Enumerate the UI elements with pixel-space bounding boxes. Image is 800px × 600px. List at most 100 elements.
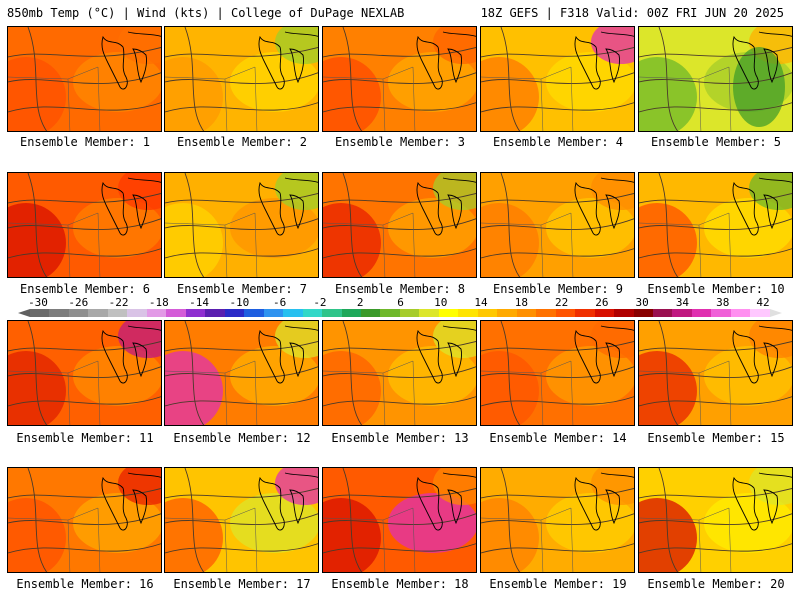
- ensemble-member-label: Ensemble Member: 8: [334, 282, 466, 296]
- temperature-region: [591, 173, 634, 210]
- height-contour: [481, 543, 634, 554]
- colorbar-swatch: [49, 309, 69, 317]
- height-contour: [165, 488, 318, 499]
- height-contour: [8, 102, 161, 113]
- ensemble-map-panel: [638, 26, 793, 132]
- height-contour: [658, 321, 679, 425]
- height-contour: [658, 27, 679, 131]
- colorbar-swatch: [497, 309, 517, 317]
- colorbar-swatch: [594, 309, 615, 317]
- colorbar-swatch: [711, 309, 731, 317]
- height-contour: [481, 366, 634, 378]
- height-contour: [323, 396, 476, 407]
- state-borders: [8, 66, 101, 131]
- great-lakes-outline: [574, 31, 634, 90]
- ensemble-map-panel: [7, 26, 162, 132]
- ensemble-member-label: Ensemble Member: 17: [173, 577, 311, 591]
- ensemble-member-label: Ensemble Member: 14: [489, 431, 627, 445]
- height-contour: [658, 468, 679, 572]
- height-contour: [27, 173, 48, 277]
- height-contour: [8, 366, 161, 378]
- colorbar-tick-label: -14: [189, 296, 210, 309]
- ensemble-map-panel: [322, 26, 477, 132]
- ensemble-member-label: Ensemble Member: 6: [19, 282, 151, 296]
- height-contour: [639, 218, 792, 230]
- ensemble-member-label: Ensemble Member: 16: [16, 577, 154, 591]
- great-lakes-outline: [101, 472, 161, 531]
- height-contour: [323, 72, 476, 84]
- temperature-field-map: [639, 27, 792, 131]
- height-contour: [8, 396, 161, 407]
- ensemble-map-panel: [638, 467, 793, 573]
- colorbar-swatch: [146, 309, 167, 317]
- temperature-field-map: [323, 173, 476, 277]
- colorbar-swatch: [536, 309, 556, 317]
- ensemble-member-label: Ensemble Member: 5: [650, 135, 782, 149]
- height-contour: [8, 488, 161, 499]
- height-contour: [481, 102, 634, 113]
- height-contour: [481, 488, 634, 499]
- state-borders: [165, 360, 258, 425]
- height-contour: [323, 488, 476, 499]
- state-borders: [165, 507, 258, 572]
- colorbar-swatch: [750, 309, 770, 317]
- height-contour: [500, 27, 521, 131]
- ensemble-map-panel: [480, 172, 635, 278]
- temperature-field-map: [481, 321, 634, 425]
- colorbar-tick-label: -10: [229, 296, 250, 309]
- temperature-field-map: [165, 27, 318, 131]
- height-contour: [323, 47, 476, 58]
- great-lakes-outline: [416, 177, 476, 236]
- height-contour: [639, 47, 792, 58]
- height-contour: [639, 341, 792, 352]
- height-contour: [323, 248, 476, 259]
- colorbar-swatch: [166, 309, 186, 317]
- colorbar-swatch: [477, 309, 498, 317]
- height-contour: [165, 341, 318, 352]
- height-contour: [165, 513, 318, 525]
- great-lakes-outline: [416, 31, 476, 90]
- height-contour: [481, 72, 634, 84]
- colorbar-swatch: [322, 309, 342, 317]
- height-contour: [639, 543, 792, 554]
- height-contour: [639, 396, 792, 407]
- ensemble-member-label: Ensemble Member: 3: [334, 135, 466, 149]
- temperature-region: [591, 27, 634, 64]
- great-lakes-outline: [101, 31, 161, 90]
- ensemble-map-panel: [322, 320, 477, 426]
- state-borders: [481, 360, 574, 425]
- ensemble-map-panel: [7, 467, 162, 573]
- height-contour: [342, 321, 363, 425]
- height-contour: [342, 173, 363, 277]
- height-contour: [8, 47, 161, 58]
- great-lakes-outline: [732, 325, 792, 384]
- temperature-region: [433, 468, 476, 505]
- colorbar-swatch: [107, 309, 128, 317]
- ensemble-map-panel: [322, 467, 477, 573]
- colorbar-tick-label: 26: [595, 296, 609, 309]
- colorbar-swatch: [263, 309, 284, 317]
- ensemble-member-label: Ensemble Member: 12: [173, 431, 311, 445]
- colorbar-swatch: [88, 309, 108, 317]
- ensemble-map-panel: [164, 26, 319, 132]
- colorbar-tick-label: -6: [273, 296, 287, 309]
- height-contour: [184, 173, 205, 277]
- ensemble-member-label: Ensemble Member: 9: [492, 282, 624, 296]
- colorbar-swatch: [185, 309, 206, 317]
- colorbar-swatch: [244, 309, 264, 317]
- colorbar-tick-label: -2: [313, 296, 327, 309]
- state-borders: [8, 507, 101, 572]
- great-lakes-outline: [258, 472, 318, 531]
- temperature-field-map: [165, 321, 318, 425]
- height-contour: [8, 513, 161, 525]
- colorbar-tick-label: -22: [108, 296, 129, 309]
- great-lakes-outline: [416, 325, 476, 384]
- height-contour: [8, 543, 161, 554]
- height-contour: [639, 366, 792, 378]
- temperature-region: [275, 27, 318, 64]
- ensemble-member-label: Ensemble Member: 2: [176, 135, 308, 149]
- colorbar-tick-label: 42: [756, 296, 770, 309]
- temperature-field-map: [639, 468, 792, 572]
- height-contour: [639, 193, 792, 204]
- great-lakes-outline: [732, 177, 792, 236]
